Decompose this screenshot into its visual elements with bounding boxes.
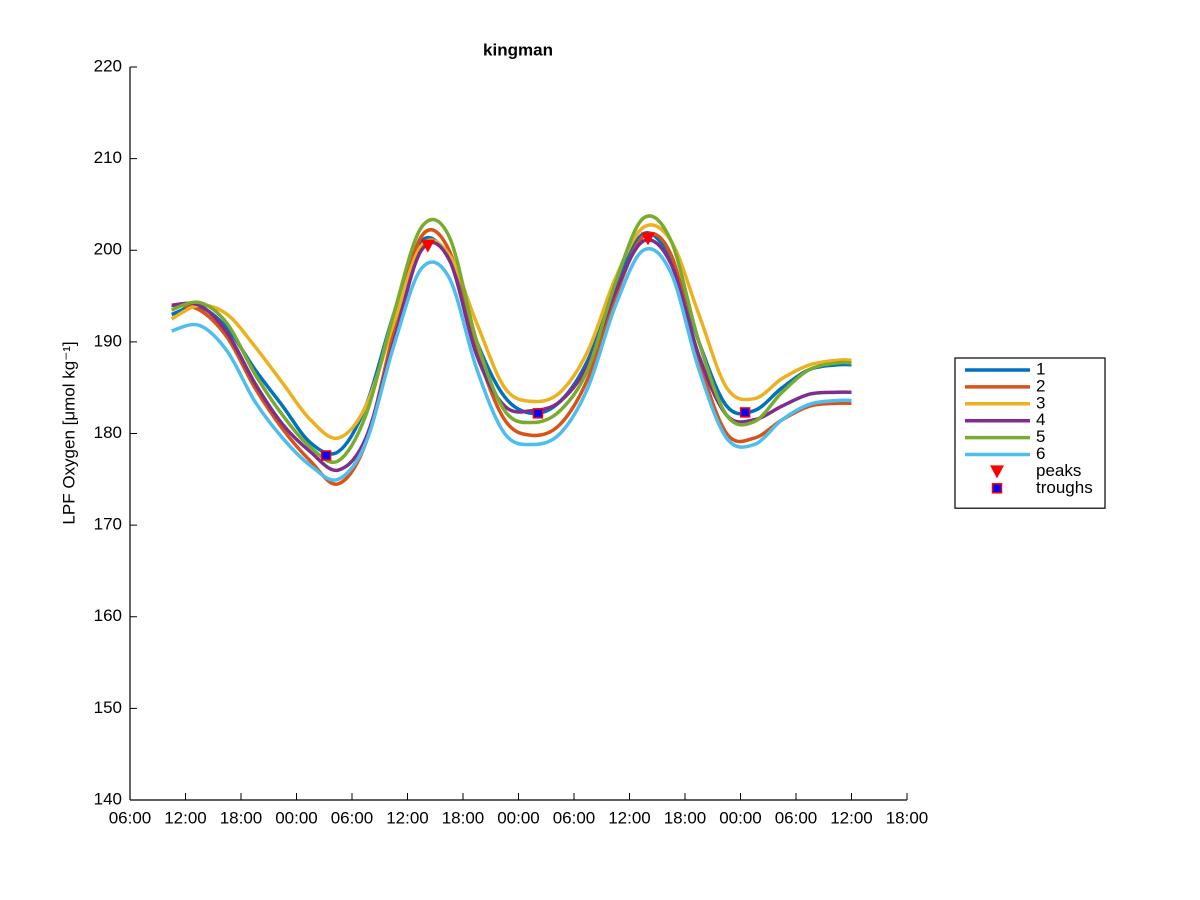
x-tick-label: 12:00	[608, 808, 651, 827]
y-tick-label: 190	[94, 331, 122, 350]
legend-swatch	[990, 465, 1004, 479]
legend-label: troughs	[1036, 478, 1093, 497]
legend-label: 5	[1036, 427, 1045, 446]
legend-label: 6	[1036, 444, 1045, 463]
y-axis-label: LPF Oxygen [μmol kg⁻¹]	[59, 341, 78, 524]
x-tick-label: 00:00	[497, 808, 540, 827]
chart-title: kingman	[483, 40, 553, 59]
x-tick-label: 18:00	[220, 808, 263, 827]
line-series	[171, 228, 852, 486]
x-tick-label: 18:00	[664, 808, 707, 827]
y-tick-label: 150	[94, 698, 122, 717]
trough-marker	[739, 407, 751, 418]
line-series	[170, 223, 852, 441]
x-tick-label: 00:00	[719, 808, 762, 827]
x-tick-label: 06:00	[331, 808, 374, 827]
legend-label: peaks	[1036, 461, 1081, 480]
line-series	[171, 238, 852, 473]
y-tick-label: 200	[94, 240, 122, 259]
x-tick-label: 12:00	[164, 808, 207, 827]
line-series	[171, 214, 852, 464]
y-tick-label: 180	[94, 423, 122, 442]
y-tick-label: 220	[94, 56, 122, 75]
legend-label: 1	[1036, 359, 1045, 378]
x-tick-label: 06:00	[775, 808, 818, 827]
peak-marker	[420, 239, 435, 253]
x-tick-label: 12:00	[830, 808, 873, 827]
legend-label: 2	[1036, 376, 1045, 395]
trough-marker	[532, 408, 544, 419]
y-tick-label: 210	[94, 148, 122, 167]
x-tick-label: 00:00	[275, 808, 318, 827]
x-tick-label: 06:00	[109, 808, 152, 827]
legend-box	[954, 357, 1106, 509]
legend-label: 3	[1036, 393, 1045, 412]
legend-label: 4	[1036, 410, 1045, 429]
peak-marker	[641, 232, 655, 246]
x-tick-label: 18:00	[442, 808, 485, 827]
y-tick-label: 140	[94, 789, 122, 808]
y-tick-label: 170	[94, 515, 122, 534]
y-tick-label: 160	[94, 606, 122, 625]
x-tick-label: 06:00	[553, 808, 596, 827]
trough-marker	[320, 450, 332, 461]
line-series	[171, 247, 852, 482]
x-tick-label: 12:00	[386, 808, 429, 827]
legend-swatch	[991, 483, 1003, 494]
x-tick-label: 18:00	[886, 808, 929, 827]
